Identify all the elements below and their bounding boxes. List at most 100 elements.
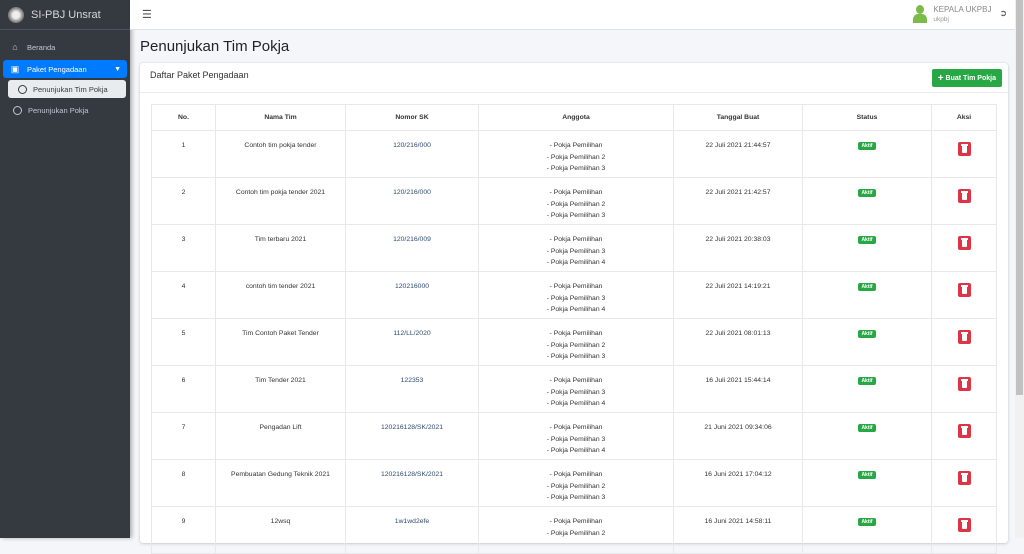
delete-icon[interactable] xyxy=(957,236,971,250)
status-badge: Aktif xyxy=(858,330,876,338)
delete-icon[interactable] xyxy=(957,471,971,485)
tim-pokja-table: No. Nama Tim Nomor SK Anggota Tanggal Bu… xyxy=(151,104,997,554)
logout-icon[interactable]: ➲ xyxy=(999,8,1007,18)
delete-icon[interactable] xyxy=(957,330,971,344)
cell-tanggal: 22 Juli 2021 21:42:57 xyxy=(673,177,803,225)
cell-no: 1 xyxy=(151,130,216,178)
cell-nomor-sk: 120/216/009 xyxy=(345,224,479,272)
sidebar-item-paket-pengadaan[interactable]: ▣ Paket Pengadaan ▼ xyxy=(3,60,127,78)
cell-aksi xyxy=(931,459,997,507)
user-role: ukpbj xyxy=(933,16,949,23)
delete-icon[interactable] xyxy=(957,283,971,297)
table-row: 5 Tim Contoh Paket Tender 112/LL/2020 - … xyxy=(151,318,997,366)
anggota-item: - Pokja Pemilihan 2 xyxy=(546,153,606,161)
col-header: Nomor SK xyxy=(345,104,479,131)
anggota-item: - Pokja Pemilihan xyxy=(549,283,603,290)
cell-tanggal: 22 Juli 2021 08:01:13 xyxy=(673,318,803,366)
cell-nama-tim: Contoh tim pokja tender xyxy=(215,130,346,178)
cell-aksi xyxy=(931,318,997,366)
sidebar-item-beranda[interactable]: ⌂ Beranda xyxy=(3,37,127,57)
cell-aksi xyxy=(931,224,997,272)
status-badge: Aktif xyxy=(858,283,876,291)
status-badge: Aktif xyxy=(858,377,876,385)
anggota-item: - Pokja Pemilihan xyxy=(549,471,603,478)
menu-toggle-icon[interactable]: ☰ xyxy=(142,9,152,21)
cell-nama-tim: Tim terbaru 2021 xyxy=(215,224,346,272)
cell-anggota: - Pokja Pemilihan - Pokja Pemilihan 2 - Po… xyxy=(478,130,674,178)
logo-icon xyxy=(8,6,24,23)
delete-icon[interactable] xyxy=(957,142,971,156)
delete-icon[interactable] xyxy=(957,189,971,203)
anggota-item: - Pokja Pemilihan xyxy=(549,424,603,431)
table-row: 2 Contoh tim pokja tender 2021 120/216/0… xyxy=(151,177,997,225)
cell-status: Aktif xyxy=(802,177,932,225)
status-badge: Aktif xyxy=(858,236,876,244)
cell-no: 4 xyxy=(151,271,216,319)
cell-aksi xyxy=(931,130,997,178)
status-badge: Aktif xyxy=(858,189,876,197)
scrollbar-thumb[interactable] xyxy=(1016,0,1023,395)
cell-no: 2 xyxy=(151,177,216,225)
anggota-item: - Pokja Pemilihan 4 xyxy=(546,400,606,407)
card-header: Daftar Paket Pengadaan + Buat Tim Pokja xyxy=(140,63,1008,93)
cell-status: Aktif xyxy=(802,365,932,413)
cell-anggota: - Pokja Pemilihan - Pokja Pemilihan 3 - Po… xyxy=(478,271,674,319)
user-menu[interactable]: KEPALA UKPBJ ukpbj ➲ xyxy=(913,5,1007,23)
sidebar-item-penunjukan-tim-pokja[interactable]: Penunjukan Tim Pokja xyxy=(8,80,126,98)
anggota-item: - Pokja Pemilihan 3 xyxy=(546,435,606,443)
sidebar-item-penunjukan-pokja[interactable]: Penunjukan Pokja xyxy=(3,101,127,119)
cell-no: 8 xyxy=(151,459,216,507)
cell-nama-tim: Tim Contoh Paket Tender xyxy=(215,318,346,366)
cell-anggota: - Pokja Pemilihan - Pokja Pemilihan 2 - Po… xyxy=(478,459,674,507)
table-row: 1 Contoh tim pokja tender 120/216/000 - … xyxy=(151,130,997,178)
cell-nomor-sk: 120/216/000 xyxy=(345,177,479,225)
cell-no: 9 xyxy=(151,506,216,554)
delete-icon[interactable] xyxy=(957,377,971,391)
cell-nomor-sk: 120216000 xyxy=(345,271,479,319)
plus-icon: + xyxy=(937,72,944,84)
cell-nama-tim: contoh tim tender 2021 xyxy=(215,271,346,319)
cell-status: Aktif xyxy=(802,506,932,554)
cell-anggota: - Pokja Pemilihan - Pokja Pemilihan 2 xyxy=(478,506,674,554)
delete-icon[interactable] xyxy=(957,424,971,438)
scrollbar[interactable] xyxy=(1015,0,1024,538)
sidebar-item-label: Penunjukan Tim Pokja xyxy=(33,84,108,94)
anggota-item: - Pokja Pemilihan 3 xyxy=(546,212,606,219)
cell-tanggal: 16 Juli 2021 15:44:14 xyxy=(673,365,803,413)
anggota-item: - Pokja Pemilihan 3 xyxy=(546,294,606,302)
cell-status: Aktif xyxy=(802,271,932,319)
card-title: Daftar Paket Pengadaan xyxy=(150,70,249,80)
cell-status: Aktif xyxy=(802,130,932,178)
cell-nomor-sk: 122353 xyxy=(345,365,479,413)
anggota-item: - Pokja Pemilihan 2 xyxy=(546,482,606,490)
cell-tanggal: 22 Juli 2021 14:19:21 xyxy=(673,271,803,319)
anggota-item: - Pokja Pemilihan 3 xyxy=(546,353,606,360)
cell-aksi xyxy=(931,412,997,460)
anggota-item: - Pokja Pemilihan xyxy=(549,142,603,149)
content-card: Daftar Paket Pengadaan + Buat Tim Pokja N… xyxy=(140,63,1008,554)
add-tim-pokja-button[interactable]: + Buat Tim Pokja xyxy=(931,69,1002,87)
col-header: Tanggal Buat xyxy=(673,104,803,131)
anggota-item: - Pokja Pemilihan 3 xyxy=(546,388,606,396)
cell-aksi xyxy=(931,506,997,554)
status-badge: Aktif xyxy=(858,518,876,526)
status-badge: Aktif xyxy=(858,142,876,150)
col-header: Aksi xyxy=(931,104,997,131)
button-label: Buat Tim Pokja xyxy=(945,74,996,82)
user-name: KEPALA UKPBJ xyxy=(933,5,992,14)
cell-nomor-sk: 1w1wd2efe xyxy=(345,506,479,554)
cell-anggota: - Pokja Pemilihan - Pokja Pemilihan 3 - Po… xyxy=(478,365,674,413)
brand[interactable]: SI-PBJ Unsrat xyxy=(0,0,130,30)
cell-nomor-sk: 120216128/SK/2021 xyxy=(345,459,479,507)
delete-icon[interactable] xyxy=(957,518,971,532)
home-icon: ⌂ xyxy=(12,42,18,52)
col-header: Status xyxy=(802,104,932,131)
anggota-item: - Pokja Pemilihan xyxy=(549,330,603,337)
cell-tanggal: 21 Juni 2021 09:34:06 xyxy=(673,412,803,460)
cell-status: Aktif xyxy=(802,412,932,460)
cell-tanggal: 22 Juli 2021 20:38:03 xyxy=(673,224,803,272)
user-avatar-icon xyxy=(913,5,928,23)
cell-aksi xyxy=(931,271,997,319)
cell-nama-tim: Tim Tender 2021 xyxy=(215,365,346,413)
table-row: 3 Tim terbaru 2021 120/216/009 - Pokja P… xyxy=(151,224,997,272)
